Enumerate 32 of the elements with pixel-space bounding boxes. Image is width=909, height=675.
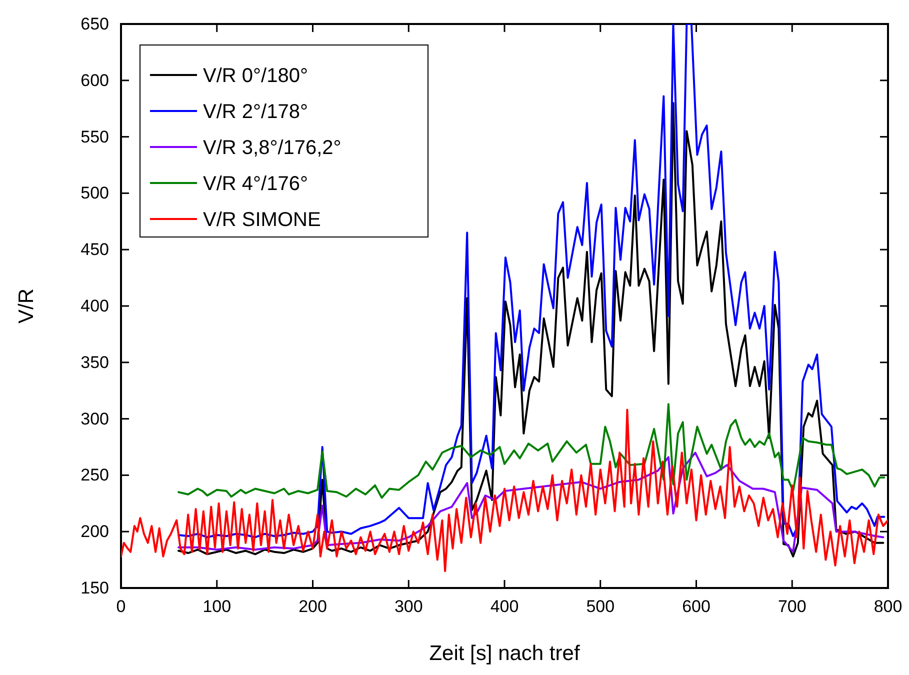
x-tick-label: 500 [586,597,615,616]
y-tick-label: 200 [80,522,109,542]
legend-label: V/R 0°/180° [203,65,308,87]
line-series [178,452,884,553]
y-tick-label: 350 [80,352,109,372]
x-tick-label: 0 [116,597,126,616]
y-tick-label: 300 [80,409,109,428]
x-tick-label: 800 [874,597,902,616]
line-series [178,24,886,538]
x-tick-label: 400 [490,597,519,616]
legend-label: V/R SIMONE [203,209,321,231]
line-series [178,403,886,499]
x-tick-label: 100 [202,597,232,616]
y-tick-label: 250 [80,466,109,485]
x-axis-title: Zeit [s] nach tref [429,642,580,665]
line-series [121,408,888,572]
legend-label: V/R 4°/176° [203,173,308,195]
y-tick-label: 450 [80,240,109,260]
line-series [178,102,884,558]
y-tick-label: 500 [80,184,109,203]
y-tick-label: 150 [80,578,109,598]
legend-label: V/R 2°/178° [203,101,308,123]
y-tick-label: 400 [80,296,109,316]
x-tick-label: 600 [682,597,710,616]
x-tick-label: 300 [394,597,423,616]
legend-label: V/R 3,8°/176,2° [203,137,342,159]
x-tick-label: 200 [298,597,327,616]
y-tick-label: 600 [80,70,109,90]
y-tick-label: 650 [80,14,109,34]
y-tick-label: 550 [80,127,109,146]
y-axis-title: V/R [15,288,38,324]
x-tick-label: 700 [778,597,806,616]
